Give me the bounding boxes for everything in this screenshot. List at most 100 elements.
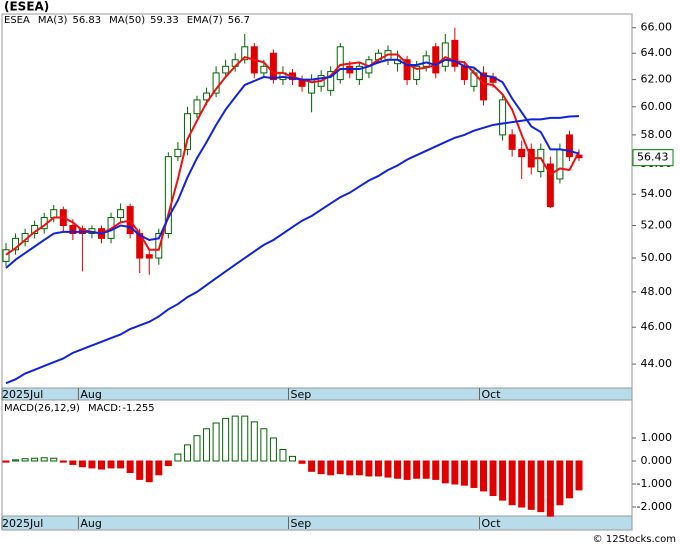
macd-bar [2,460,10,463]
macd-bar [98,460,105,470]
macd-bar [441,460,449,484]
macd-bar [336,460,344,475]
candle-body [174,148,182,158]
macd-bar [88,460,96,469]
candle-body [69,225,77,235]
y-tick-label: 66.00 [641,21,673,34]
macd-bar [460,460,468,486]
macd-bar [565,460,573,499]
candle-body [193,99,201,115]
macd-bar [403,460,411,480]
candle-body [212,72,220,94]
candle-body [546,163,554,208]
candle-body [145,254,153,259]
legend-value: 56.7 [228,15,250,26]
y-tick-label: 64.00 [641,46,673,59]
x-tick-label: 2025Jul [2,517,43,530]
macd-bar [394,460,402,479]
y-tick-label: 62.00 [641,73,673,86]
macd-bar [174,453,182,462]
macd-bar [537,460,545,513]
candle-body [480,72,487,101]
y-tick-label: 0.000 [641,454,673,467]
macd-bar [384,460,392,478]
legend-symbol: ESEA [4,15,30,26]
macd-bar [40,457,48,462]
candle-body [269,52,277,81]
y-tick-label: 50.00 [641,251,673,264]
macd-bar [59,460,67,463]
macd-bar [480,460,487,492]
x-tick-label: Aug [80,517,101,530]
footer: © 12Stocks.com [593,534,676,545]
macd-bar [136,460,144,480]
macd-bar [298,460,306,464]
candle-body [327,71,335,91]
macd-bar [327,460,335,476]
x-tick-label: 2025Jul [2,388,43,401]
candle-body [508,134,516,150]
candle-body [432,46,440,74]
y-tick-label: 46.00 [641,320,673,333]
macd-bar [269,437,277,462]
macd-bar [126,460,134,474]
candle-body [499,99,507,136]
macd-bar [289,455,296,462]
macd-bar [279,448,287,462]
candle-body [451,39,459,67]
y-tick-label: -1.000 [637,477,672,490]
candle-body [155,233,163,259]
y-tick-label: 48.00 [641,285,673,298]
x-tick-label: Oct [482,517,502,530]
macd-bar [413,460,421,479]
macd-bar [470,460,478,488]
y-tick-label: 60.00 [641,100,673,113]
macd-bar [203,428,211,462]
macd-bar [145,460,153,483]
x-tick-label: Sep [291,388,312,401]
legend-name: EMA(7) [187,15,223,26]
candle-body [460,65,468,81]
macd-bar [222,417,230,462]
candle-body [413,65,421,81]
legend-name: MA(3) [38,15,68,26]
macd-bar [499,460,507,501]
macd-bar [50,457,58,462]
candle-body [518,148,526,158]
macd-bar [374,460,382,477]
chart-title: (ESEA) [4,0,49,14]
macd-bar [518,460,526,508]
macd-bar [117,460,125,469]
macd-bar [250,421,258,462]
macd-bar [365,460,373,477]
x-tick-label: Aug [80,388,101,401]
candle-body [241,46,249,61]
macd-bar [432,460,440,480]
macd-bar [260,428,268,462]
macd-bar [21,458,29,462]
macd-bar [231,415,239,462]
legend-value: 59.33 [150,15,179,26]
macd-bar [422,460,430,479]
macd-bar [69,460,77,465]
macd-bar [164,460,172,467]
legend-name: MA(50) [109,15,145,26]
candle-body [50,209,58,219]
candle-body [422,55,430,67]
candle-body [355,65,363,81]
macd-value: -1.255 [122,403,154,414]
candle-body [441,42,449,67]
macd-bar [451,460,459,485]
candle-body [260,65,268,74]
candle-body [336,46,344,81]
x-tick-label: Oct [482,388,502,401]
candle-body [403,59,411,81]
candle-body [164,156,172,235]
candle-body [556,148,564,180]
candle-body [203,92,211,101]
macd-bar [78,460,86,468]
macd-bar [31,457,39,462]
macd-bar [241,415,249,462]
